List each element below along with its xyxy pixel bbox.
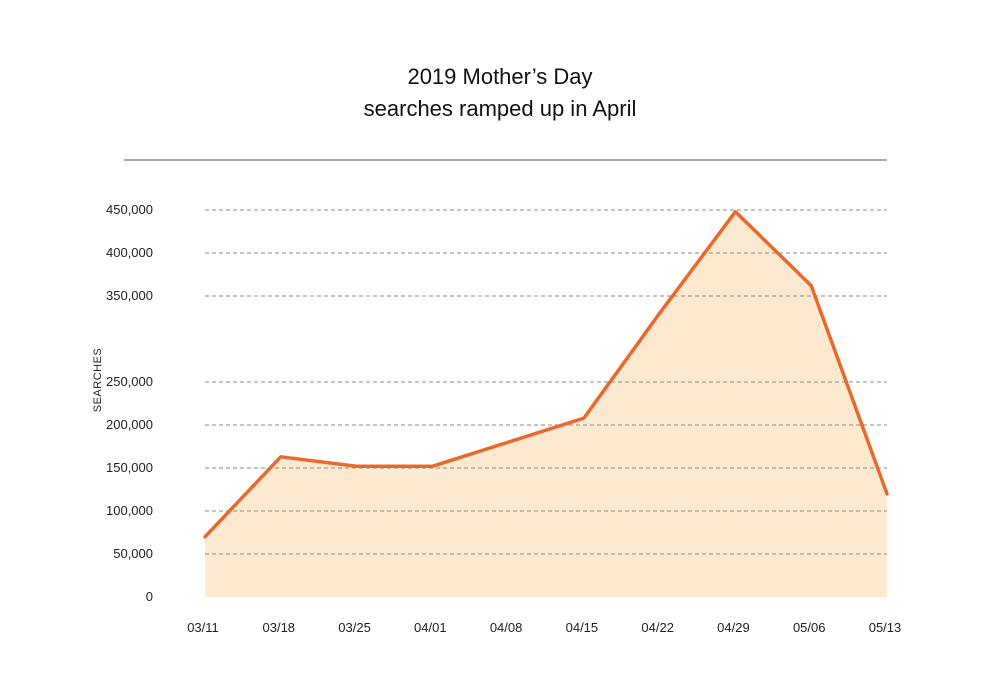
- y-tick-label: 0: [146, 589, 153, 604]
- area-fill: [205, 211, 887, 597]
- x-tick-label: 03/25: [338, 620, 371, 635]
- x-tick-label: 04/01: [414, 620, 447, 635]
- x-tick-label: 04/29: [717, 620, 750, 635]
- y-tick-label: 400,000: [106, 245, 153, 260]
- x-tick-label: 05/13: [869, 620, 902, 635]
- x-tick-label: 04/22: [641, 620, 674, 635]
- chart-title-line-1: 2019 Mother’s Day: [407, 64, 593, 89]
- x-tick-label: 03/11: [187, 620, 219, 635]
- y-tick-label: 450,000: [106, 202, 153, 217]
- x-tick-label: 05/06: [793, 620, 826, 635]
- x-tick-label: 03/18: [263, 620, 296, 635]
- y-tick-label: 200,000: [106, 417, 153, 432]
- series-line: [203, 209, 889, 539]
- y-tick-label: 50,000: [113, 546, 153, 561]
- y-axis-label: SEARCHES: [92, 348, 104, 413]
- x-tick-label: 04/15: [566, 620, 599, 635]
- y-tick-label: 350,000: [106, 288, 153, 303]
- y-tick-label: 150,000: [106, 460, 153, 475]
- y-tick-label: 100,000: [106, 503, 153, 518]
- chart-title-line-2: searches ramped up in April: [363, 96, 637, 121]
- x-tick-label: 04/08: [490, 620, 523, 635]
- y-tick-label: 250,000: [106, 374, 153, 389]
